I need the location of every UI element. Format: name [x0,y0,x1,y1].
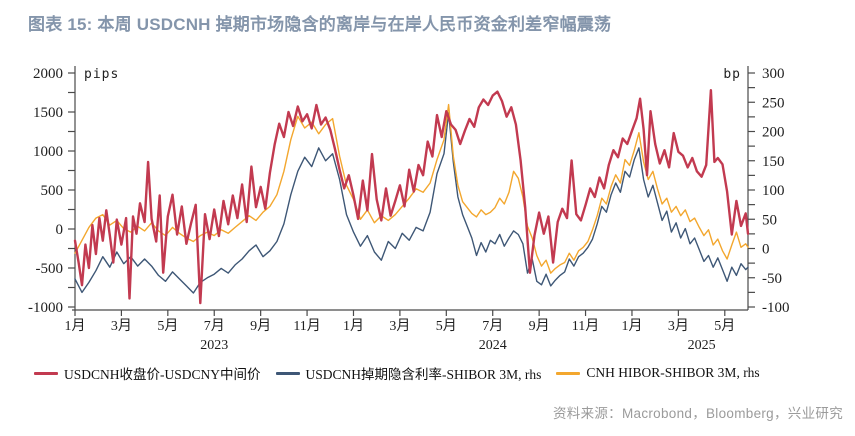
left-axis-tick-label: 2000 [33,66,63,82]
series-line-1 [74,112,749,294]
legend-dash-navy [275,371,300,375]
legend-item-cnh-hibor-shibor-spread: CNH HIBOR-SHIBOR 3M, rhs [556,365,760,381]
right-axis-tick-label: 150 [762,154,785,170]
left-axis-tick-label: 1500 [33,105,63,121]
x-axis-month-label: 3月 [389,318,410,334]
right-axis-tick-label: 100 [762,183,785,199]
legend-item-swap-implied-rate-spread: USDCNH掉期隐含利率-SHIBOR 3M, rhs [275,363,542,383]
chart-legend: USDCNH收盘价-USDCNY中间价 USDCNH掉期隐含利率-SHIBOR … [34,363,760,383]
left-axis-tick-label: 500 [41,183,64,199]
legend-item-usdcnh-fixing-spread: USDCNH收盘价-USDCNY中间价 [34,363,261,383]
legend-dash-orange [556,371,581,375]
right-axis-tick-label: 250 [762,95,785,111]
x-axis-month-label: 11月 [572,318,599,334]
x-axis-month-label: 5月 [157,318,178,334]
x-axis-month-label: 9月 [529,318,550,334]
left-axis-unit-label: pips [84,67,119,82]
right-axis-tick-label: 300 [762,66,785,82]
x-axis-month-label: 11月 [293,318,320,334]
chart-title: 图表 15: 本周 USDCNH 掉期市场隐含的离岸与在岸人民币资金利差窄幅震荡 [28,15,612,34]
x-axis-year-label: 2023 [200,338,228,353]
x-axis-month-label: 9月 [250,318,271,334]
x-axis-month-label: 5月 [436,318,457,334]
left-axis-tick-label: -500 [36,261,64,277]
x-axis-month-label: 7月 [204,318,225,334]
right-axis-tick-label: 200 [762,125,785,141]
legend-label: USDCNH收盘价-USDCNY中间价 [64,367,261,382]
axes [68,66,755,316]
x-axis-month-label: 1月 [343,318,364,334]
series-line-0 [73,88,750,305]
left-axis-tick-label: 0 [56,222,64,238]
x-axis-month-label: 7月 [482,318,503,334]
series-line-2 [74,103,749,274]
right-axis-tick-label: 0 [762,242,770,258]
legend-label: CNH HIBOR-SHIBOR 3M, rhs [586,365,760,380]
left-axis-tick-label: 1000 [33,144,63,160]
right-axis-tick-label: -100 [762,300,790,316]
legend-dash-red [34,371,58,375]
x-axis-month-label: 1月 [65,318,86,334]
x-axis-month-label: 3月 [668,318,689,334]
chart-canvas: 2000150010005000-500-1000300250200150100… [28,66,790,353]
x-axis-month-label: 1月 [621,318,642,334]
right-axis-tick-label: -50 [762,271,782,287]
x-axis-year-label: 2024 [479,338,507,353]
x-axis-month-label: 3月 [111,318,132,334]
x-axis-month-label: 5月 [714,318,735,334]
right-axis-tick-label: 50 [762,212,777,228]
legend-label: USDCNH掉期隐含利率-SHIBOR 3M, rhs [305,367,542,382]
left-axis-tick-label: -1000 [28,300,63,316]
x-axis-year-label: 2025 [688,338,716,353]
source-note: 资料来源：Macrobond，Bloomberg，兴业研究 [552,406,843,421]
right-axis-unit-label: bp [723,67,741,82]
